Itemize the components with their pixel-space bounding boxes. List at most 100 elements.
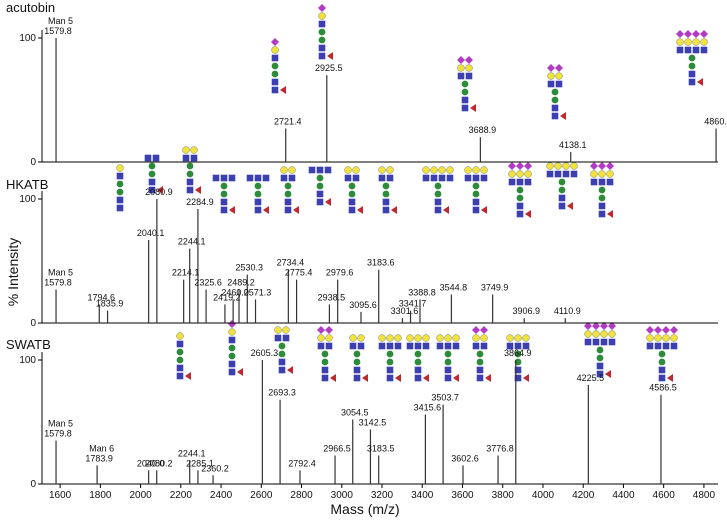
glycan-symbol bbox=[436, 342, 444, 350]
glycan-symbol bbox=[386, 334, 394, 342]
x-tick-label: 3600 bbox=[451, 490, 474, 501]
glycan-symbol bbox=[551, 96, 559, 104]
peak-label: 3183.6 bbox=[367, 258, 395, 268]
glycan-symbol bbox=[228, 360, 236, 368]
glycan-symbol bbox=[394, 334, 402, 342]
peak-label: 2966.5 bbox=[323, 443, 351, 453]
glycan-symbol bbox=[271, 54, 279, 62]
glycan-symbol bbox=[654, 342, 662, 350]
glycan-symbol bbox=[558, 178, 566, 186]
glycan-symbol bbox=[317, 342, 325, 350]
glycan-symbol bbox=[182, 154, 190, 162]
glycan-symbol bbox=[148, 170, 156, 178]
glycan-symbol bbox=[457, 64, 465, 72]
glycan-symbol bbox=[551, 88, 559, 96]
glycan-symbol bbox=[406, 342, 414, 350]
glycan-symbol bbox=[287, 366, 293, 374]
glycan-symbol bbox=[382, 206, 390, 214]
x-tick-label: 2200 bbox=[170, 490, 193, 501]
glycan-symbol bbox=[667, 374, 673, 382]
glycan-symbol bbox=[414, 366, 422, 374]
glycan-symbol bbox=[262, 174, 270, 182]
glycan-symbol bbox=[263, 206, 269, 214]
peak-label: 3341.7 bbox=[399, 299, 427, 309]
glycan-symbol bbox=[524, 178, 532, 186]
glycan-symbol bbox=[676, 46, 684, 54]
glycan-symbol bbox=[598, 162, 606, 170]
glycan-symbol bbox=[321, 350, 329, 358]
glycan-symbol bbox=[378, 174, 386, 182]
glycan-symbol bbox=[646, 334, 654, 342]
glycan-symbol bbox=[282, 334, 290, 342]
peak-label: 2489.2 bbox=[227, 278, 255, 288]
glycan-symbol bbox=[186, 178, 194, 186]
peak-label: 2775.4 bbox=[285, 268, 313, 278]
peak-label: 3388.8 bbox=[408, 287, 436, 297]
glycan-symbol bbox=[422, 334, 430, 342]
glycan-symbol bbox=[464, 174, 472, 182]
glycan-symbol bbox=[278, 358, 286, 366]
glycan-symbol bbox=[321, 366, 329, 374]
peak-label: 2925.5 bbox=[315, 63, 343, 73]
glycan-symbol bbox=[461, 96, 469, 104]
glycan-symbol bbox=[600, 338, 608, 346]
glycan-symbol bbox=[362, 374, 368, 382]
glycan-symbol bbox=[220, 174, 228, 182]
glycan-symbol bbox=[598, 186, 606, 194]
peak-label: 2214.1 bbox=[172, 268, 200, 278]
glycan-symbol bbox=[353, 350, 361, 358]
glycan-symbol bbox=[514, 342, 522, 350]
glycan-symbol bbox=[596, 354, 604, 362]
glycan-symbol bbox=[461, 88, 469, 96]
peak-label: 2325.6 bbox=[194, 278, 222, 288]
glycan-symbol bbox=[555, 64, 563, 72]
glycan-symbol bbox=[452, 334, 460, 342]
glycan-symbol bbox=[658, 366, 666, 374]
glycan-symbol bbox=[584, 330, 592, 338]
y-tick-label: 100 bbox=[19, 33, 36, 44]
glycan-symbol bbox=[325, 334, 333, 342]
glycan-symbol bbox=[514, 374, 522, 382]
glycan-symbol bbox=[662, 334, 670, 342]
glycan-symbol bbox=[357, 334, 365, 342]
glycan-symbol bbox=[523, 374, 529, 382]
x-tick-label: 1600 bbox=[49, 490, 72, 501]
glycan-symbol bbox=[465, 56, 473, 64]
glycan-symbol bbox=[254, 174, 262, 182]
glycan-symbol bbox=[186, 186, 194, 194]
glycan-symbol bbox=[325, 342, 333, 350]
glycan-symbol bbox=[271, 46, 279, 54]
peak-label: 3864.9 bbox=[504, 348, 532, 358]
peak-label: 1579.8 bbox=[44, 429, 72, 439]
peak-label: 2285.1 bbox=[186, 458, 214, 468]
glycan-symbol bbox=[670, 326, 678, 334]
glycan-symbol bbox=[271, 62, 279, 70]
y-tick-label: 100 bbox=[19, 194, 36, 205]
glycan-symbol bbox=[444, 366, 452, 374]
y-tick-label: 100 bbox=[19, 355, 36, 366]
glycan-symbol bbox=[280, 86, 286, 94]
glycan-symbol bbox=[318, 36, 326, 44]
glycan-symbol bbox=[516, 194, 524, 202]
glycan-symbol bbox=[327, 52, 333, 60]
glycan-symbol bbox=[646, 326, 654, 334]
glycan-symbol bbox=[378, 334, 386, 342]
glycan-symbol bbox=[176, 348, 184, 356]
peak-label: 3301.6 bbox=[391, 306, 419, 316]
glycan-symbol bbox=[288, 166, 296, 174]
y-tick-label: 0 bbox=[30, 318, 36, 329]
peak-label: 2938.5 bbox=[318, 292, 346, 302]
glycan-symbol bbox=[558, 186, 566, 194]
glycan-symbol bbox=[524, 170, 532, 178]
glycan-symbol bbox=[522, 342, 530, 350]
glycan-symbol bbox=[658, 350, 666, 358]
peak-label: 3054.5 bbox=[341, 408, 369, 418]
peak-label: 2244.1 bbox=[178, 237, 206, 247]
glycan-symbol bbox=[176, 340, 184, 348]
glycan-symbol bbox=[237, 368, 243, 376]
peak-label: 3095.6 bbox=[349, 300, 377, 310]
peak-annotation: Man 5 bbox=[48, 419, 73, 429]
glycan-symbol bbox=[516, 186, 524, 194]
peak-label: 3544.8 bbox=[440, 282, 468, 292]
peak-label: 4586.5 bbox=[649, 383, 677, 393]
